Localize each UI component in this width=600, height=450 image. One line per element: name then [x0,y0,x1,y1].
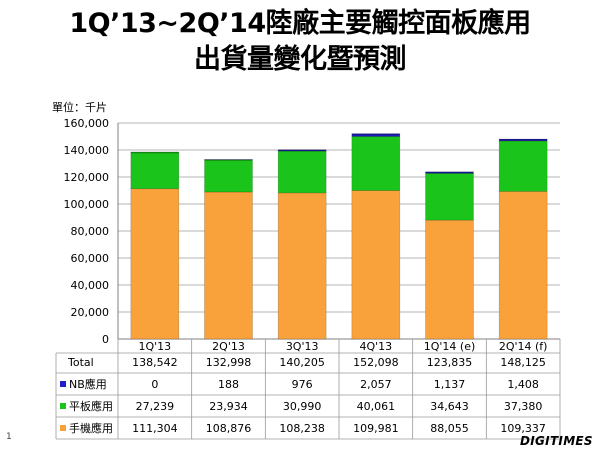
category-label: 4Q'13 [359,340,392,353]
category-label: 1Q'13 [138,340,171,353]
total-value: 138,542 [132,356,178,369]
bar-segment [425,171,474,174]
bar-segment [351,133,401,137]
data-table-cell: 1,408 [507,378,539,391]
data-table-cell: 40,061 [357,400,396,413]
bar-segment [130,151,180,190]
data-table-cell: 976 [292,378,313,391]
data-table-cell: 37,380 [504,400,543,413]
bar-segment [425,219,474,340]
data-table-cell: 108,876 [206,422,252,435]
data-table-cell: 188 [218,378,239,391]
y-tick-label: 100,000 [64,198,110,211]
bar-top-edge [278,149,327,152]
y-tick-label: 60,000 [71,252,110,265]
data-table-cell: 1,137 [434,378,466,391]
data-table-cell: 109,337 [500,422,546,435]
bar-segment [498,140,548,192]
total-value: 132,998 [206,356,252,369]
legend-swatch [60,425,66,431]
total-value: 152,098 [353,356,399,369]
data-table-cell: 30,990 [283,400,322,413]
data-table-cell: 109,981 [353,422,399,435]
bar-segment [277,149,327,152]
legend-swatch [60,403,66,409]
digitimes-logo: DIGITIMES [520,434,593,448]
total-value: 140,205 [279,356,325,369]
y-tick-label: 160,000 [64,117,110,130]
title-line-1: 1Q’13~2Q’14陸廠主要觸控面板應用 [69,8,531,39]
category-label: 2Q'13 [212,340,245,353]
bar-segment [351,190,401,340]
unit-label: 單位：千片 [52,101,107,114]
y-tick-label: 20,000 [71,306,110,319]
title-line-2: 出貨量變化暨預測 [194,44,407,75]
data-table-cell: 0 [151,378,158,391]
bar-segment [277,150,327,194]
category-label: 1Q'14 (e) [424,340,476,353]
bar-top-edge [204,159,253,161]
bar-segment [204,191,253,340]
bar-segment [204,159,253,193]
bar-top-edge [351,133,400,136]
bar-segment [498,138,548,142]
data-table-cell: 88,055 [430,422,469,435]
bar-top-edge [425,171,474,174]
legend-label: 平板應用 [69,399,113,413]
page-number: 1 [6,432,12,442]
bar-segment [277,192,327,340]
bar-segment [130,188,180,340]
category-label: 3Q'13 [286,340,319,353]
data-table-cell: 111,304 [132,422,178,435]
total-value: 148,125 [500,356,546,369]
y-tick-label: 80,000 [71,225,110,238]
category-label: 2Q'14 (f) [499,340,548,353]
bar-segment [498,191,548,340]
chart-title: 1Q’13~2Q’14陸廠主要觸控面板應用 出貨量變化暨預測 [0,6,600,78]
total-value: 123,835 [427,356,473,369]
bar-segment [425,173,474,221]
legend-label: NB應用 [69,377,107,391]
y-tick-label: 0 [102,333,109,346]
y-tick-label: 120,000 [64,171,110,184]
bar-segment [351,136,401,191]
y-tick-label: 140,000 [64,144,110,157]
data-table-cell: 34,643 [430,400,469,413]
data-table-cell: 23,934 [209,400,248,413]
data-table-cell: 2,057 [360,378,392,391]
legend-label: 手機應用 [69,421,113,435]
bar-top-edge [499,139,548,141]
y-tick-label: 40,000 [71,279,110,292]
data-table-cell: 108,238 [279,422,325,435]
data-table-cell: 27,239 [136,400,175,413]
bar-top-edge [130,151,179,154]
legend-swatch [60,381,66,387]
total-row-label: Total [67,356,94,369]
